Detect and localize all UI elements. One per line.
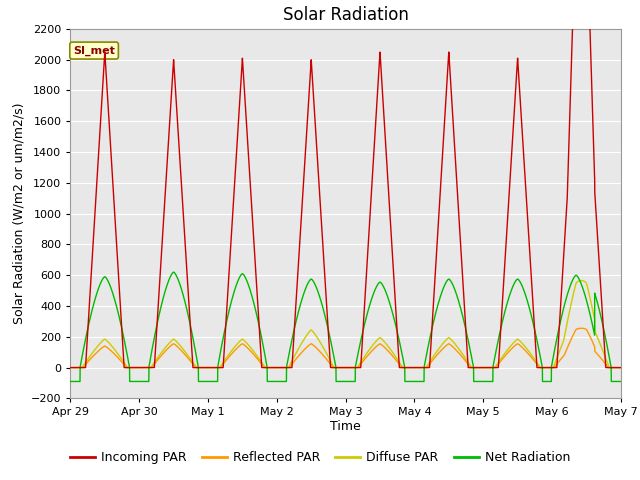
Y-axis label: Solar Radiation (W/m2 or um/m2/s): Solar Radiation (W/m2 or um/m2/s) <box>12 103 26 324</box>
Title: Solar Radiation: Solar Radiation <box>283 6 408 24</box>
Legend: Incoming PAR, Reflected PAR, Diffuse PAR, Net Radiation: Incoming PAR, Reflected PAR, Diffuse PAR… <box>65 446 575 469</box>
X-axis label: Time: Time <box>330 420 361 433</box>
Text: SI_met: SI_met <box>73 46 115 56</box>
